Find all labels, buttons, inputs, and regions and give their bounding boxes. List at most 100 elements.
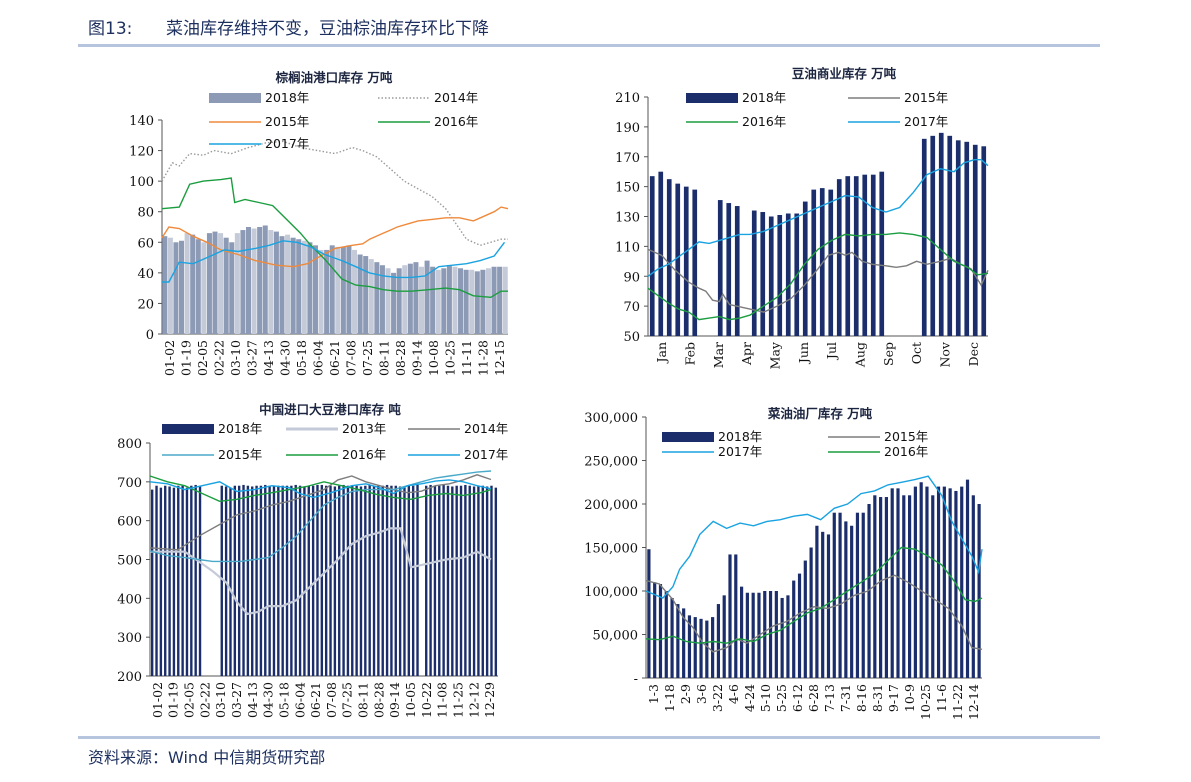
bar-palm-42 (396, 268, 402, 334)
bar-palm-44 (407, 263, 413, 334)
x-tick-label: 02-22 (197, 682, 212, 718)
x-tick-label: 03-27 (245, 340, 260, 376)
bar-rapeseed-30 (821, 531, 825, 678)
bar-palm-38 (374, 262, 380, 334)
bar-beans-39 (320, 484, 324, 676)
x-tick-label: 9-17 (886, 684, 901, 712)
bar-soy-5 (692, 189, 698, 336)
bar-palm-7 (201, 242, 207, 334)
bar-soy-2 (666, 179, 672, 336)
y-tick-label: 150 (615, 181, 640, 196)
bar-palm-3 (179, 240, 185, 334)
legend-label: 2018年 (718, 429, 762, 444)
bar-rapeseed-12 (716, 604, 721, 678)
bar-rapeseed-55 (965, 479, 970, 678)
bar-palm-55 (469, 269, 475, 334)
x-tick-label: 09-14 (387, 682, 402, 718)
x-tick-label: Jul (824, 342, 839, 361)
bar-beans-26 (264, 484, 267, 676)
bar-beans-72 (464, 484, 467, 676)
bar-palm-19 (268, 230, 274, 334)
bar-beans-44 (342, 484, 345, 676)
bar-beans-41 (329, 485, 332, 676)
bar-soy-26 (870, 174, 876, 336)
bar-rapeseed-43 (896, 488, 900, 678)
y-tick-label: 210 (615, 91, 640, 106)
x-tick-label: Apr (739, 342, 754, 366)
bar-beans-22 (246, 485, 250, 676)
bar-beans-68 (446, 485, 450, 676)
x-tick-label: 06-21 (327, 340, 342, 376)
x-tick-label: 04-30 (261, 682, 276, 718)
x-tick-label: 12-29 (482, 682, 497, 718)
bar-rapeseed-54 (960, 486, 964, 678)
x-tick-label: 1-3 (646, 684, 661, 704)
x-tick-label: 11-25 (451, 682, 466, 718)
bar-palm-60 (497, 266, 503, 334)
bar-rapeseed-15 (734, 554, 738, 678)
y-tick-label: 190 (615, 121, 640, 136)
bar-palm-1 (167, 237, 173, 334)
figure-title: 菜油库存维持不变，豆油棕油库存环比下降 (166, 19, 489, 39)
x-tick-label: 5-25 (774, 684, 789, 712)
series-line-2014年 (149, 474, 492, 551)
bar-rapeseed-38 (867, 504, 871, 678)
bar-beans-40 (324, 485, 328, 676)
bar-rapeseed-24 (786, 595, 790, 678)
bar-beans-2 (159, 487, 163, 676)
bar-beans-1 (155, 485, 158, 676)
bar-beans-53 (381, 485, 384, 676)
x-tick-label: 08-28 (393, 340, 408, 376)
bar-rapeseed-45 (907, 495, 912, 678)
x-tick-label: 10-05 (403, 682, 418, 718)
x-tick-label: 12-15 (492, 340, 507, 376)
bar-beans-29 (277, 485, 280, 676)
bar-beans-58 (403, 487, 406, 676)
bar-rapeseed-28 (809, 547, 813, 678)
bar-soy-34 (938, 132, 944, 336)
bar-beans-23 (251, 486, 254, 676)
bar-rapeseed-29 (815, 525, 819, 678)
bar-palm-58 (485, 268, 491, 334)
bar-soy-9 (726, 203, 732, 336)
bar-palm-54 (463, 269, 469, 334)
legend-label: 2015年 (265, 114, 309, 129)
bar-soy-15 (777, 215, 783, 336)
bar-palm-27 (312, 245, 318, 334)
bar-palm-43 (402, 265, 408, 334)
bar-rapeseed-47 (919, 482, 923, 678)
x-tick-label: 07-08 (324, 682, 339, 718)
bar-soy-13 (760, 212, 766, 336)
chart-rapeseed-oil-mill-inventory: 菜油油厂库存 万吨 - 50,000 100,000 150,000 200,000 250… (584, 406, 983, 720)
bar-beans-71 (459, 485, 463, 676)
y-tick-label: 50,000 (593, 629, 639, 644)
x-tick-label: 04-13 (261, 340, 276, 376)
x-tick-label: 6-12 (790, 684, 805, 712)
y-tick-label: 90 (623, 270, 640, 285)
y-tick-label: 80 (137, 206, 154, 221)
bar-beans-34 (298, 485, 302, 676)
x-tick-label: 5-10 (758, 684, 773, 712)
bar-palm-47 (424, 260, 430, 334)
bar-palm-45 (413, 262, 419, 334)
bar-soy-3 (675, 183, 681, 336)
bar-palm-14 (240, 230, 246, 334)
legend-label: 2018年 (218, 421, 262, 436)
bar-soy-14 (768, 216, 774, 336)
bar-beans-46 (351, 485, 354, 676)
bar-rapeseed-6 (682, 608, 686, 678)
bar-palm-2 (173, 242, 179, 334)
bar-rapeseed-8 (693, 617, 697, 678)
bar-beans-73 (468, 485, 471, 676)
bar-beans-37 (311, 485, 315, 676)
bar-rapeseed-3 (664, 591, 668, 678)
series-line-2014年 (161, 140, 508, 247)
y-tick-label: 400 (117, 592, 142, 607)
x-tick-label: Dec (966, 342, 981, 366)
bar-palm-5 (190, 234, 196, 334)
bar-soy-21 (828, 189, 834, 336)
bar-beans-52 (377, 485, 380, 676)
bar-palm-11 (223, 237, 229, 334)
bar-beans-74 (472, 486, 476, 676)
y-tick-label: 250,000 (584, 455, 638, 470)
